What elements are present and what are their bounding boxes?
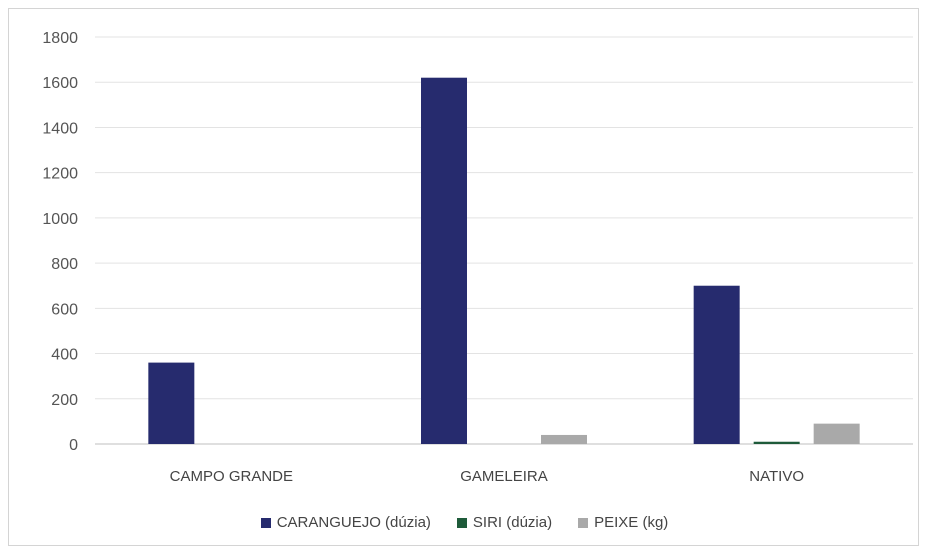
legend-item: PEIXE (kg) [578, 514, 668, 531]
bar [813, 423, 860, 444]
y-tick-label: 1400 [42, 120, 78, 137]
y-tick-label: 1000 [42, 211, 78, 228]
bar [541, 434, 587, 444]
legend: CARANGUEJO (dúzia) SIRI (dúzia) PEIXE (kg) [0, 514, 929, 531]
y-tick-label: 800 [51, 256, 78, 273]
legend-label: CARANGUEJO (dúzia) [276, 514, 431, 531]
bar [753, 441, 800, 444]
y-tick-label: 400 [51, 347, 78, 364]
y-tick-label: 600 [51, 301, 78, 318]
legend-item: SIRI (dúzia) [456, 514, 553, 531]
legend-item: CARANGUEJO (dúzia) [260, 514, 431, 531]
bar [421, 77, 467, 444]
legend-swatch [260, 517, 271, 528]
y-tick-label: 200 [51, 392, 78, 409]
legend-label: PEIXE (kg) [594, 514, 669, 531]
bars [148, 77, 860, 444]
legend-swatch [578, 517, 589, 528]
gridlines [95, 36, 913, 445]
x-tick-label: GAMELEIRA [460, 468, 548, 485]
bar [148, 362, 195, 444]
legend-swatch [456, 517, 467, 528]
bar [693, 285, 740, 444]
y-axis-ticks: 0 200 400 600 800 1000 1200 1400 1600 1800 [42, 30, 78, 454]
x-axis-labels: CAMPO GRANDE GAMELEIRA NATIVO [170, 468, 804, 485]
y-tick-label: 1600 [42, 75, 78, 92]
y-tick-label: 1200 [42, 166, 78, 183]
legend-label: SIRI (dúzia) [472, 514, 553, 531]
y-tick-label: 0 [69, 437, 78, 454]
y-tick-label: 1800 [42, 30, 78, 47]
x-tick-label: CAMPO GRANDE [170, 468, 293, 485]
x-tick-label: NATIVO [749, 468, 804, 485]
